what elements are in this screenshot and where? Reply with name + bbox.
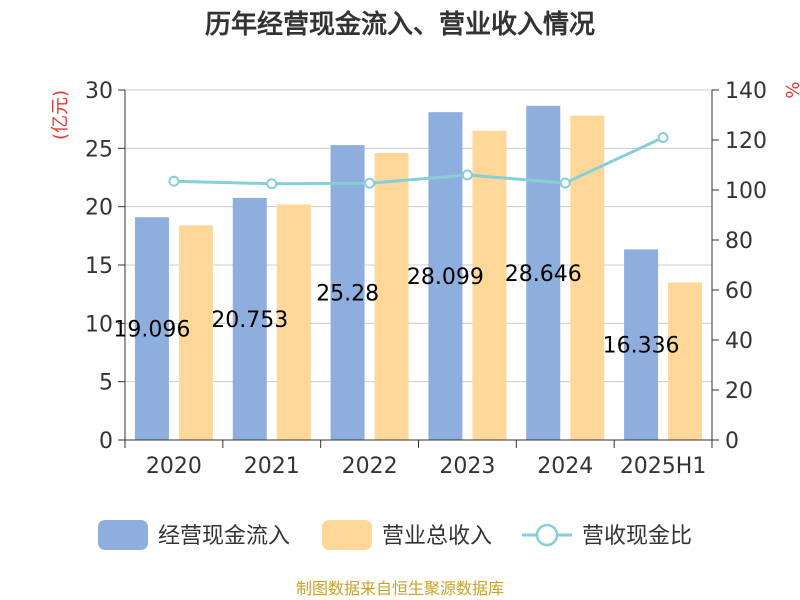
cash-inflow-bar bbox=[526, 105, 561, 441]
chart-title: 历年经营现金流入、营业收入情况 bbox=[205, 9, 595, 40]
x-tick-label: 2024 bbox=[537, 454, 593, 479]
y-right-tick-label: 20 bbox=[725, 379, 753, 404]
legend-label-ratio: 营收现金比 bbox=[582, 524, 692, 549]
ratio-point bbox=[266, 178, 278, 190]
data-label: 28.099 bbox=[407, 265, 484, 290]
ratio-line-path bbox=[173, 136, 664, 186]
x-tick-label: 2025H1 bbox=[620, 454, 707, 479]
legend-swatch-revenue bbox=[322, 520, 372, 550]
cash-inflow-bar bbox=[232, 197, 267, 440]
y-right-tick-label: 60 bbox=[725, 279, 753, 304]
revenue-bar bbox=[374, 153, 409, 440]
revenue-bar bbox=[276, 204, 311, 440]
y-left-tick-label: 20 bbox=[85, 196, 113, 221]
y-left-unit-label: (亿元) bbox=[50, 90, 71, 140]
legend-swatch-cash-inflow bbox=[98, 520, 148, 550]
cash-inflow-bar bbox=[134, 217, 169, 440]
data-label: 19.096 bbox=[113, 318, 190, 343]
data-labels: 19.096 20.753 25.28 28.099 28.646 16.336 bbox=[113, 262, 679, 359]
ratio-point bbox=[364, 177, 376, 189]
revenue-bar bbox=[570, 115, 605, 441]
revenue-bar bbox=[668, 282, 703, 440]
ratio-point bbox=[168, 175, 180, 187]
cash-inflow-bar bbox=[330, 145, 365, 441]
y-right-tick-label: 80 bbox=[725, 229, 753, 254]
bars bbox=[134, 105, 703, 441]
y-left-tick-label: 0 bbox=[99, 429, 113, 454]
y-right-tick-label: 120 bbox=[725, 129, 767, 154]
revenue-bar bbox=[178, 225, 213, 440]
y-right-tick-label: 140 bbox=[725, 79, 767, 104]
y-right-tick-label: 0 bbox=[725, 429, 739, 454]
y-right-tick-label: 40 bbox=[725, 329, 753, 354]
axes: 0 5 10 15 20 25 30 0 20 40 60 80 100 120 140 2020 2021 20… bbox=[85, 79, 767, 479]
legend-label-revenue: 营业总收入 bbox=[382, 524, 492, 549]
ratio-line bbox=[168, 132, 669, 190]
legend-label-cash-inflow: 经营现金流入 bbox=[158, 524, 290, 549]
data-label: 20.753 bbox=[211, 308, 288, 333]
ratio-point bbox=[461, 169, 473, 181]
data-label: 25.28 bbox=[316, 282, 379, 307]
y-left-tick-label: 10 bbox=[85, 312, 113, 337]
cash-inflow-bar bbox=[624, 249, 659, 440]
x-tick-label: 2022 bbox=[342, 454, 398, 479]
y-right-tick-label: 100 bbox=[725, 179, 767, 204]
revenue-bar bbox=[472, 130, 507, 441]
y-left-tick-label: 25 bbox=[85, 137, 113, 162]
cash-inflow-bar bbox=[428, 112, 463, 440]
source-note: 制图数据来自恒生聚源数据库 bbox=[296, 579, 504, 598]
x-tick-label: 2020 bbox=[146, 454, 202, 479]
y-left-tick-label: 15 bbox=[85, 254, 113, 279]
x-tick-label: 2023 bbox=[439, 454, 495, 479]
y-left-tick-label: 5 bbox=[99, 371, 113, 396]
y-left-tick-label: 30 bbox=[85, 79, 113, 104]
legend-swatch-ratio-marker bbox=[535, 523, 559, 547]
ratio-point bbox=[657, 132, 669, 143]
y-right-unit-label: % bbox=[781, 81, 800, 98]
ratio-point bbox=[559, 177, 571, 189]
x-tick-label: 2021 bbox=[244, 454, 300, 479]
data-label: 16.336 bbox=[603, 334, 680, 359]
data-label: 28.646 bbox=[505, 262, 582, 287]
legend: 经营现金流入 营业总收入 营收现金比 bbox=[98, 520, 692, 550]
grid-lines bbox=[125, 89, 712, 441]
